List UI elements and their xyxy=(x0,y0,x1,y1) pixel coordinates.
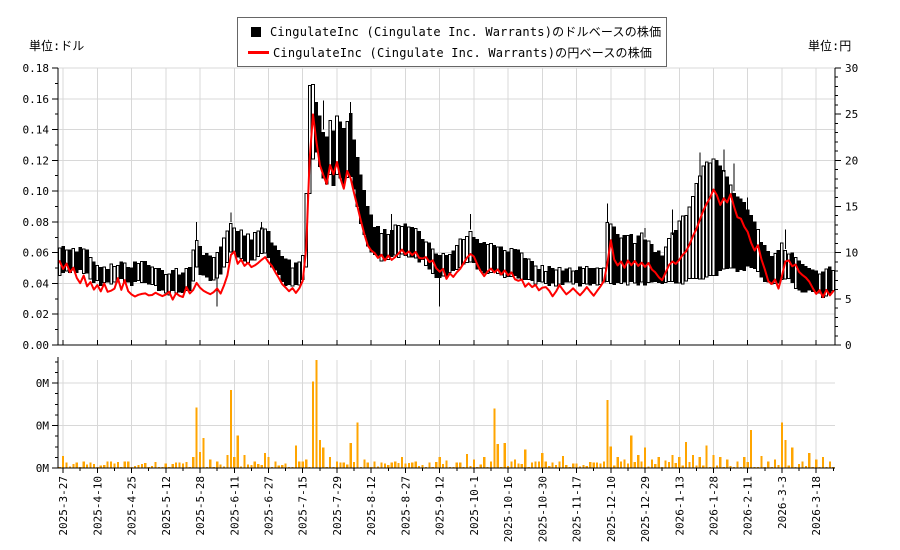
usd-series-label: CingulateInc (Cingulate Inc. Warrants)のド… xyxy=(270,25,662,39)
date-tick-label: 2025-3-27 xyxy=(57,476,70,536)
right-axis-unit-label: 単位:円 xyxy=(808,39,852,53)
left-axis-tick-label: 0.04 xyxy=(23,277,50,290)
gridlines xyxy=(58,67,835,468)
date-tick-label: 2025-5-28 xyxy=(194,476,207,536)
left-axis-tick-label: 0.14 xyxy=(23,124,50,137)
date-tick-label: 2025-10-16 xyxy=(502,476,515,542)
left-axis-tick-label: 0.00 xyxy=(23,339,50,352)
date-tick-label: 2025-11-17 xyxy=(571,476,584,542)
left-axis-unit-label: 単位:ドル xyxy=(29,39,85,53)
right-axis-tick-label: 0 xyxy=(845,339,852,352)
left-axis-tick-label: 0.12 xyxy=(23,154,50,167)
volume-axis-tick-label: 0M xyxy=(36,420,50,433)
date-tick-label: 2026-3-3 xyxy=(776,476,789,529)
volume-bars xyxy=(58,360,835,468)
date-tick-label: 2025-6-11 xyxy=(228,476,241,536)
left-axis-tick-label: 0.06 xyxy=(23,247,50,260)
date-tick-label: 2025-8-12 xyxy=(365,476,378,536)
legend-item-usd: CingulateInc (Cingulate Inc. Warrants)のド… xyxy=(238,23,666,41)
volume-axis-tick-label: 0M xyxy=(36,377,50,390)
date-tick-label: 2026-1-28 xyxy=(707,476,720,536)
date-tick-label: 2026-3-18 xyxy=(810,476,823,536)
date-tick-label: 2025-8-27 xyxy=(399,476,412,536)
yen-series-line-marker xyxy=(248,51,269,54)
date-tick-label: 2025-4-10 xyxy=(91,476,104,536)
yen-series-label: CingulateInc (Cingulate Inc. Warrants)の円… xyxy=(273,46,653,60)
date-tick-label: 2025-6-27 xyxy=(263,476,276,536)
left-axis-tick-label: 0.16 xyxy=(23,93,50,106)
date-tick-label: 2025-9-12 xyxy=(434,476,447,536)
date-tick-label: 2025-12-10 xyxy=(605,476,618,542)
legend-item-yen: CingulateInc (Cingulate Inc. Warrants)の円… xyxy=(238,44,666,62)
right-axis-tick-label: 10 xyxy=(845,247,858,260)
right-axis-tick-label: 15 xyxy=(845,201,858,214)
date-tick-label: 2026-2-11 xyxy=(742,476,755,536)
date-tick-label: 2026-1-13 xyxy=(673,476,686,536)
date-tick-label: 2025-4-25 xyxy=(126,476,139,536)
left-axis-tick-label: 0.18 xyxy=(23,62,50,75)
date-tick-label: 2025-7-29 xyxy=(331,476,344,536)
right-axis-tick-label: 30 xyxy=(845,62,858,75)
date-tick-label: 2025-10-1 xyxy=(468,476,481,536)
left-axis-tick-label: 0.08 xyxy=(23,216,50,229)
right-axis-tick-label: 20 xyxy=(845,154,858,167)
left-axis-tick-label: 0.02 xyxy=(23,308,50,321)
date-tick-label: 2025-7-15 xyxy=(297,476,310,536)
yen-price-line xyxy=(58,113,835,301)
date-tick-label: 2025-5-12 xyxy=(160,476,173,536)
volume-axis-tick-label: 0M xyxy=(36,462,50,475)
price-spike-wicks xyxy=(196,100,786,307)
axis-tick-labels: 0.00 0.02 0.04 0.06 0.08 0.10 0.12 0.14 0.16 0.18… xyxy=(23,62,859,542)
date-tick-label: 2025-12-29 xyxy=(639,476,652,542)
chart-legend: CingulateInc (Cingulate Inc. Warrants)のド… xyxy=(237,17,667,67)
usd-series-square-marker xyxy=(251,26,261,37)
right-axis-tick-label: 5 xyxy=(845,293,852,306)
right-axis-tick-label: 25 xyxy=(845,108,858,121)
axes xyxy=(52,67,841,473)
left-axis-tick-label: 0.10 xyxy=(23,185,50,198)
date-tick-label: 2025-10-30 xyxy=(536,476,549,542)
